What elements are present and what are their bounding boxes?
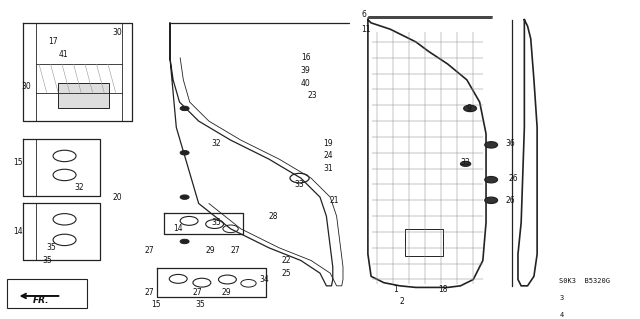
Text: 16: 16: [301, 53, 310, 62]
Text: S0K3  B5320G: S0K3 B5320G: [559, 278, 611, 284]
Text: 30: 30: [21, 82, 31, 91]
Text: 17: 17: [49, 37, 58, 46]
Text: 18: 18: [438, 285, 447, 293]
Text: 36: 36: [505, 139, 515, 148]
Text: 15: 15: [13, 158, 23, 167]
Text: 20: 20: [113, 193, 122, 202]
Text: 40: 40: [301, 78, 310, 88]
Text: 39: 39: [301, 66, 310, 75]
Text: 35: 35: [211, 218, 221, 227]
Text: 26: 26: [505, 196, 515, 205]
FancyBboxPatch shape: [58, 83, 109, 108]
Circle shape: [180, 151, 189, 155]
Text: 35: 35: [47, 243, 56, 252]
Circle shape: [484, 176, 497, 183]
Text: 3: 3: [559, 295, 564, 301]
Text: 41: 41: [58, 50, 68, 59]
FancyBboxPatch shape: [405, 229, 444, 256]
Text: 2: 2: [400, 297, 404, 306]
Text: 23: 23: [307, 91, 317, 100]
Circle shape: [461, 161, 470, 167]
Circle shape: [180, 106, 189, 111]
Text: 35: 35: [42, 256, 52, 265]
Text: 32: 32: [74, 183, 84, 192]
Text: 1: 1: [394, 285, 398, 293]
Circle shape: [180, 195, 189, 199]
Text: 34: 34: [259, 275, 269, 284]
Text: 9: 9: [467, 104, 472, 113]
Text: 27: 27: [145, 288, 154, 297]
Text: 27: 27: [145, 247, 154, 256]
Text: 6: 6: [362, 11, 366, 19]
Text: 26: 26: [508, 174, 518, 182]
Text: 15: 15: [151, 300, 161, 309]
Text: 31: 31: [323, 164, 333, 173]
Text: 30: 30: [113, 28, 122, 37]
Text: 14: 14: [13, 227, 23, 236]
Text: 25: 25: [282, 269, 291, 278]
Text: 22: 22: [282, 256, 291, 265]
Text: 35: 35: [195, 300, 205, 309]
FancyArrowPatch shape: [22, 294, 59, 298]
Text: 27: 27: [192, 288, 202, 297]
Text: 28: 28: [269, 211, 278, 221]
FancyBboxPatch shape: [7, 279, 87, 308]
Text: 29: 29: [221, 288, 230, 297]
Circle shape: [464, 105, 476, 112]
Text: 11: 11: [362, 25, 371, 34]
Text: 33: 33: [294, 180, 304, 189]
Text: 19: 19: [323, 139, 333, 148]
Text: 4: 4: [559, 312, 564, 318]
Circle shape: [484, 197, 497, 204]
Text: FR.: FR.: [33, 296, 49, 305]
Text: 21: 21: [330, 196, 339, 205]
Circle shape: [180, 239, 189, 244]
Text: 33: 33: [461, 158, 470, 167]
Text: 27: 27: [230, 247, 240, 256]
Text: 14: 14: [173, 224, 183, 233]
Text: 29: 29: [205, 247, 214, 256]
Circle shape: [484, 142, 497, 148]
Text: 32: 32: [211, 139, 221, 148]
Text: 24: 24: [323, 152, 333, 160]
